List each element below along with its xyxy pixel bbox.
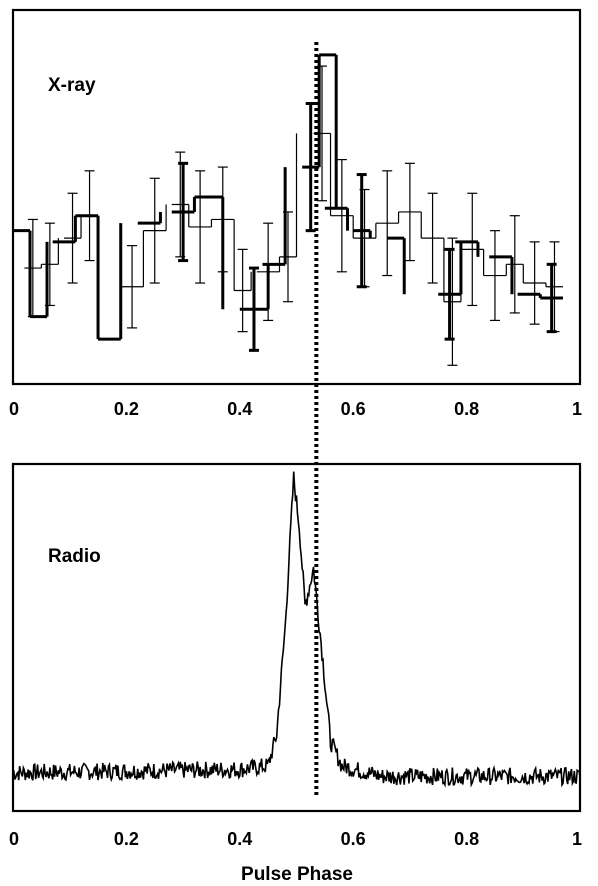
- xray-bin-1-10: [256, 222, 280, 322]
- xray-tick-label-3: 0.6: [341, 399, 366, 419]
- radio-tick-label-5: 1: [572, 829, 582, 849]
- xray-panel: X-ray 0 0.2 0.4 0.6 0.8 1: [9, 8, 582, 419]
- xray-bin-1-5: [143, 177, 167, 284]
- radio-panel-label: Radio: [48, 546, 101, 567]
- xray-panel-frame: [11, 8, 582, 386]
- xray-bin-1-9: [234, 248, 252, 333]
- xray-bin-1-1: [41, 222, 59, 307]
- radio-plot-area: [12, 471, 581, 788]
- xray-bin-1-0: [24, 218, 42, 318]
- radio-tick-label-1: 0.2: [114, 829, 139, 849]
- xray-panel-label: X-ray: [48, 75, 96, 96]
- xray-plot-area: [13, 53, 563, 366]
- xray-bin-1-14: [353, 188, 376, 288]
- xray-tick-labels: 0 0.2 0.4 0.6 0.8 1: [9, 399, 582, 419]
- xray-bin-1-19: [460, 192, 484, 307]
- xray-bin-0-6: [171, 161, 195, 263]
- radio-panel-frame: [11, 462, 582, 813]
- xray-tick-label-0: 0: [9, 399, 19, 419]
- xray-tick-label-5: 1: [572, 399, 582, 419]
- radio-tick-label-3: 0.6: [341, 829, 366, 849]
- xray-bin-0-10: [302, 102, 320, 233]
- xray-bin-1-23: [545, 241, 563, 333]
- xray-bin-1-8: [211, 166, 235, 273]
- xray-bin-1-2: [64, 192, 82, 284]
- xray-bin-1-20: [483, 230, 507, 322]
- x-axis-label: Pulse Phase: [241, 864, 353, 885]
- xray-bin-1-7: [188, 170, 212, 284]
- xray-bin-0-8: [239, 266, 269, 352]
- xray-tick-label-2: 0.4: [227, 399, 252, 419]
- xray-bin-1-17: [421, 192, 444, 284]
- xray-tick-label-4: 0.8: [454, 399, 479, 419]
- radio-pulse-profile-line: [12, 471, 581, 788]
- xray-bin-1-4: [120, 245, 144, 329]
- xray-bin-1-21: [506, 215, 524, 314]
- xray-bin-1-16: [398, 162, 422, 262]
- xray-bin-1-11: [279, 211, 297, 303]
- xray-bin-1-6: [171, 151, 189, 258]
- xray-tick-label-1: 0.2: [114, 399, 139, 419]
- radio-tick-label-2: 0.4: [227, 829, 252, 849]
- radio-tick-label-4: 0.8: [454, 829, 479, 849]
- xray-bin-1-13: [330, 159, 354, 273]
- xray-bin-1-3: [81, 170, 99, 262]
- xray-bin-0-15: [438, 247, 461, 341]
- xray-bin-1-15: [375, 170, 399, 277]
- radio-tick-label-0: 0: [9, 829, 19, 849]
- xray-bin-1-18: [443, 237, 461, 366]
- xray-bin-0-19: [540, 262, 563, 334]
- radio-tick-labels: 0 0.2 0.4 0.6 0.8 1: [9, 829, 582, 849]
- xray-bin-0-13: [353, 173, 371, 289]
- radio-panel: Radio 0 0.2 0.4 0.6 0.8 1: [9, 462, 582, 849]
- xray-bin-1-22: [523, 241, 546, 325]
